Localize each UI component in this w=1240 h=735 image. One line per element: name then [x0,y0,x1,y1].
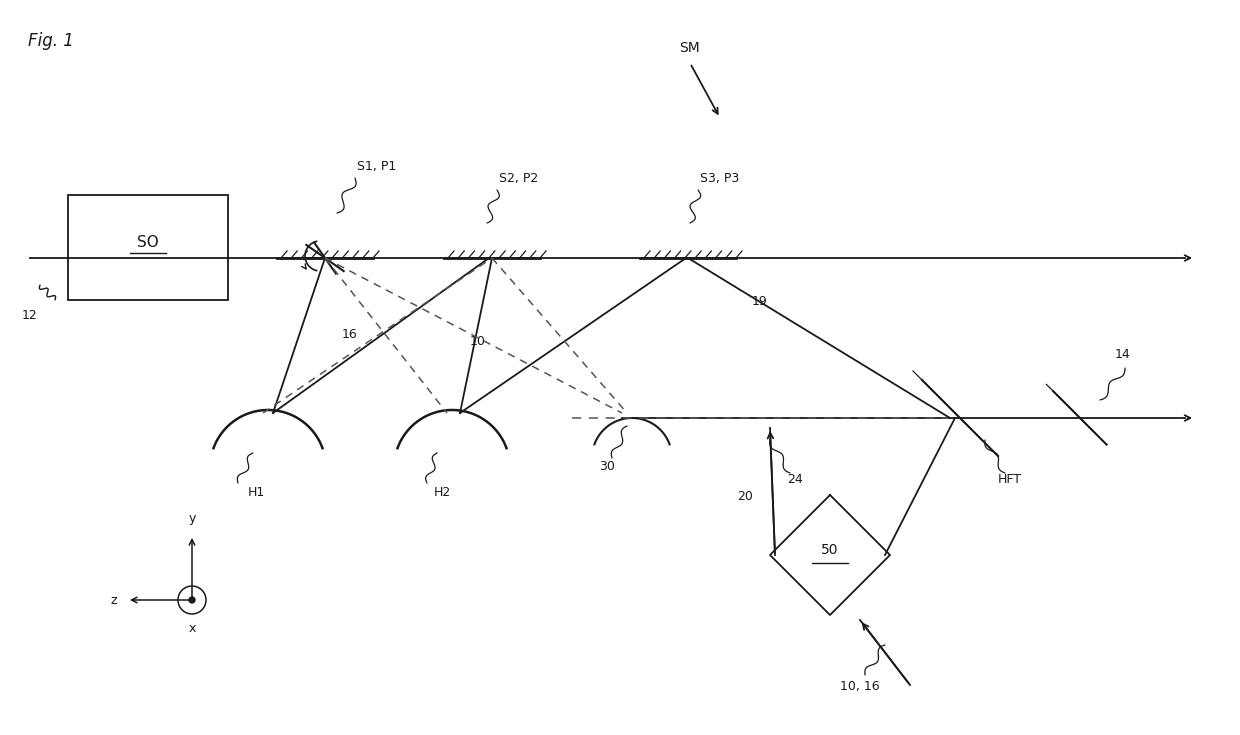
Text: 19: 19 [753,295,768,308]
Text: H2: H2 [433,486,450,499]
Text: x: x [188,622,196,635]
Circle shape [188,597,195,603]
Text: z: z [110,593,118,606]
Text: 20: 20 [737,490,753,503]
Text: HFT: HFT [998,473,1022,486]
Text: SM: SM [680,41,701,55]
Text: 10: 10 [470,335,486,348]
Text: 30: 30 [599,460,615,473]
Text: H1: H1 [247,486,264,499]
Text: 10, 16: 10, 16 [841,680,880,693]
Text: 24: 24 [787,473,802,486]
Text: 14: 14 [1115,348,1130,361]
Text: 50: 50 [821,543,838,557]
Text: SO: SO [138,235,159,250]
Text: y: y [188,512,196,525]
Text: 12: 12 [22,309,38,321]
Text: Fig. 1: Fig. 1 [29,32,74,50]
Text: S2, P2: S2, P2 [498,171,538,184]
Text: 16: 16 [342,328,358,341]
Bar [68,195,228,300]
Text: S1, P1: S1, P1 [357,159,397,173]
Text: S3, P3: S3, P3 [701,171,739,184]
